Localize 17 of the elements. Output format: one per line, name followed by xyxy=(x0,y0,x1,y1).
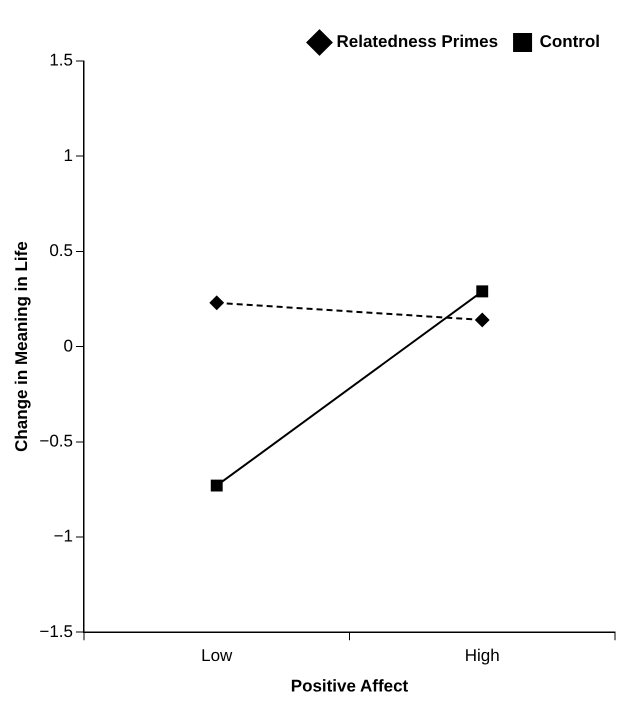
point xyxy=(210,296,224,310)
x-tick-label: High xyxy=(464,646,500,666)
y-tick-label: 0 xyxy=(63,336,73,356)
y-tick-label: −1.5 xyxy=(39,622,73,641)
legend-label: Control xyxy=(540,32,600,52)
y-tick-label: −0.5 xyxy=(39,431,73,450)
y-tick-label: 1 xyxy=(63,146,73,165)
x-tick-label: Low xyxy=(201,646,234,666)
x-axis-title: Positive Affect xyxy=(290,676,409,696)
legend-label: Relatedness Primes xyxy=(336,32,498,52)
y-tick-label: 1.5 xyxy=(49,50,73,70)
y-tick-label: 0.5 xyxy=(49,241,73,260)
point xyxy=(475,312,490,327)
y-tick-label: −1 xyxy=(54,526,73,546)
y-axis-title: Change in Meaning in Life xyxy=(12,241,31,452)
point xyxy=(210,480,223,492)
point xyxy=(476,285,488,298)
